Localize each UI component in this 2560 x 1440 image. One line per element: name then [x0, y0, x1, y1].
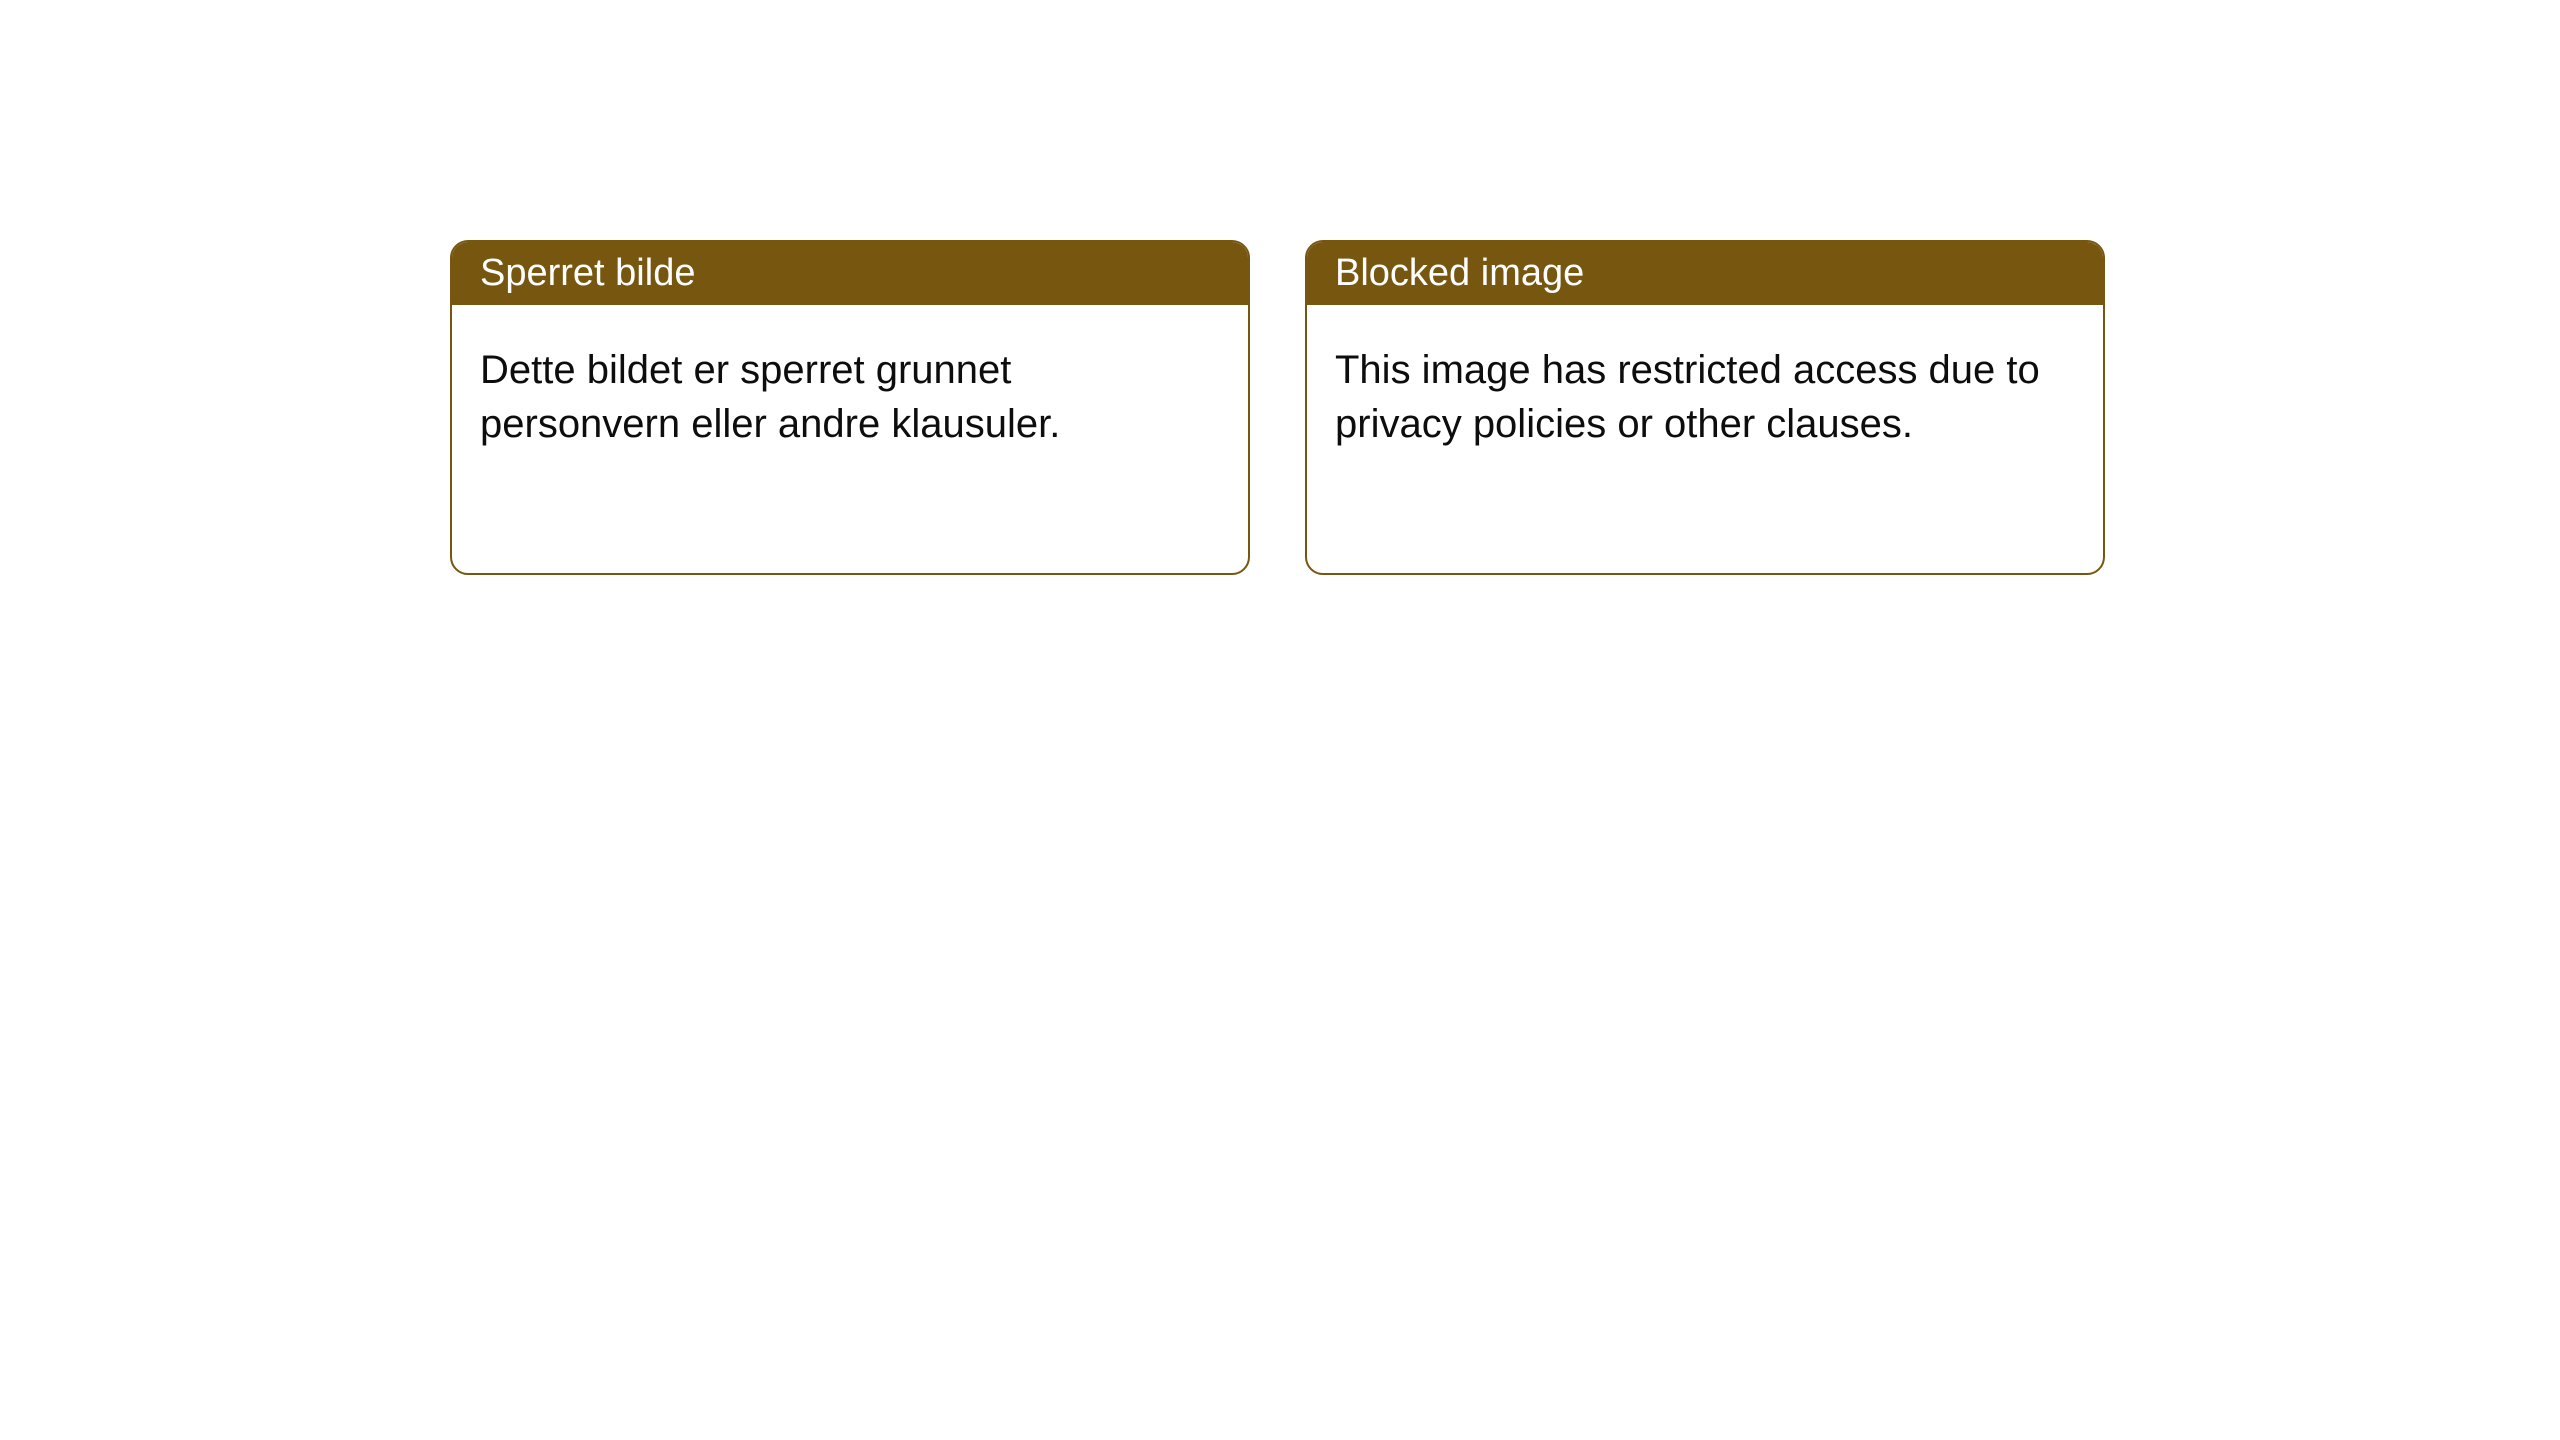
- card-title: Sperret bilde: [480, 252, 695, 294]
- card-header: Blocked image: [1307, 242, 2103, 305]
- notice-cards-container: Sperret bilde Dette bildet er sperret gr…: [450, 240, 2105, 575]
- card-body-text: This image has restricted access due to …: [1335, 348, 2040, 446]
- card-body-text: Dette bildet er sperret grunnet personve…: [480, 348, 1060, 446]
- notice-card-norwegian: Sperret bilde Dette bildet er sperret gr…: [450, 240, 1250, 575]
- card-body: This image has restricted access due to …: [1307, 305, 2103, 489]
- notice-card-english: Blocked image This image has restricted …: [1305, 240, 2105, 575]
- card-header: Sperret bilde: [452, 242, 1248, 305]
- card-title: Blocked image: [1335, 252, 1584, 294]
- card-body: Dette bildet er sperret grunnet personve…: [452, 305, 1248, 489]
